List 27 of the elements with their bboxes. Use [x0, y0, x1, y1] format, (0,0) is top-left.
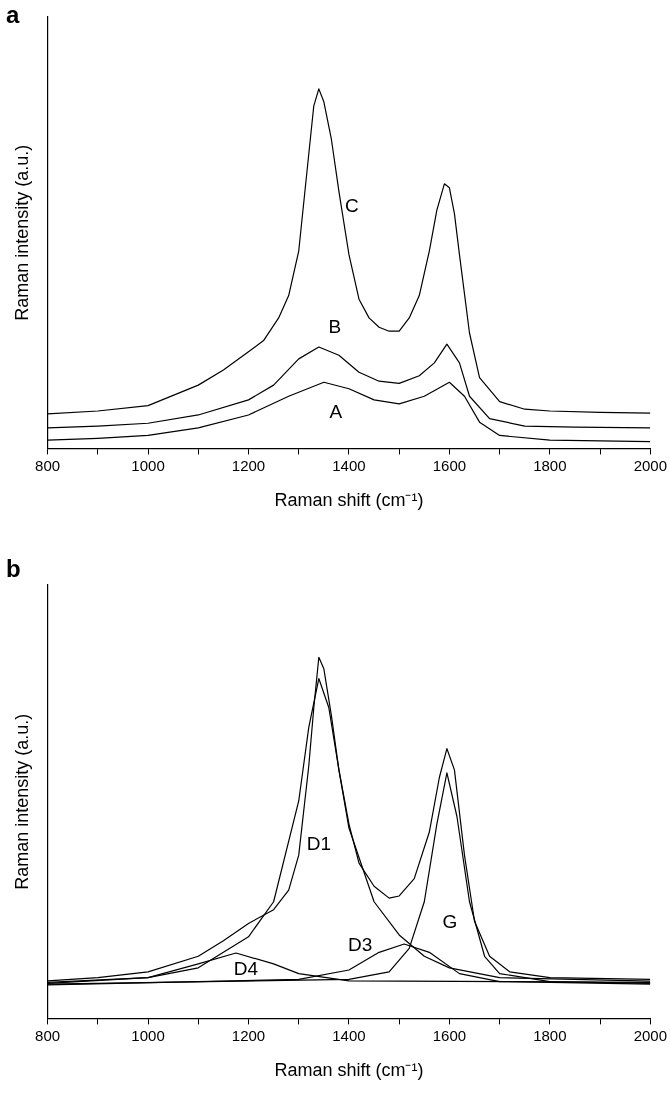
x-tick-label: 1400 — [332, 1026, 366, 1044]
series-label: C — [344, 195, 359, 217]
series-label: A — [329, 401, 343, 423]
x-tick-label: 1600 — [432, 456, 467, 474]
chart-title: a — [6, 0, 20, 28]
series-label: B — [328, 316, 342, 338]
x-tick-label: 1600 — [432, 1026, 467, 1044]
chart-title: b — [6, 554, 21, 582]
y-axis-title: Raman intensity (a.u.) — [11, 713, 32, 890]
x-tick-label: 2000 — [633, 456, 667, 474]
x-axis-title: Raman shift (cm⁻¹) — [274, 1060, 424, 1081]
x-tick-label: 1800 — [533, 1026, 567, 1044]
x-tick-label: 1000 — [131, 456, 165, 474]
x-tick-label: 1000 — [131, 1026, 165, 1044]
x-tick-label: 2000 — [633, 1026, 667, 1044]
x-tick-label: 1200 — [231, 456, 266, 474]
series-label: D4 — [233, 958, 259, 980]
x-axis-title: Raman shift (cm⁻¹) — [274, 490, 424, 511]
x-tick-label: 1200 — [231, 1026, 266, 1044]
x-tick-label: 1800 — [533, 456, 567, 474]
x-tick-label: 1400 — [332, 456, 366, 474]
series-label: D3 — [348, 934, 373, 956]
y-axis-title: Raman intensity (a.u.) — [11, 144, 32, 321]
x-tick-label: 800 — [35, 456, 61, 474]
series-label: G — [442, 911, 458, 933]
x-tick-label: 800 — [35, 1026, 61, 1044]
series-label: D1 — [306, 832, 331, 854]
